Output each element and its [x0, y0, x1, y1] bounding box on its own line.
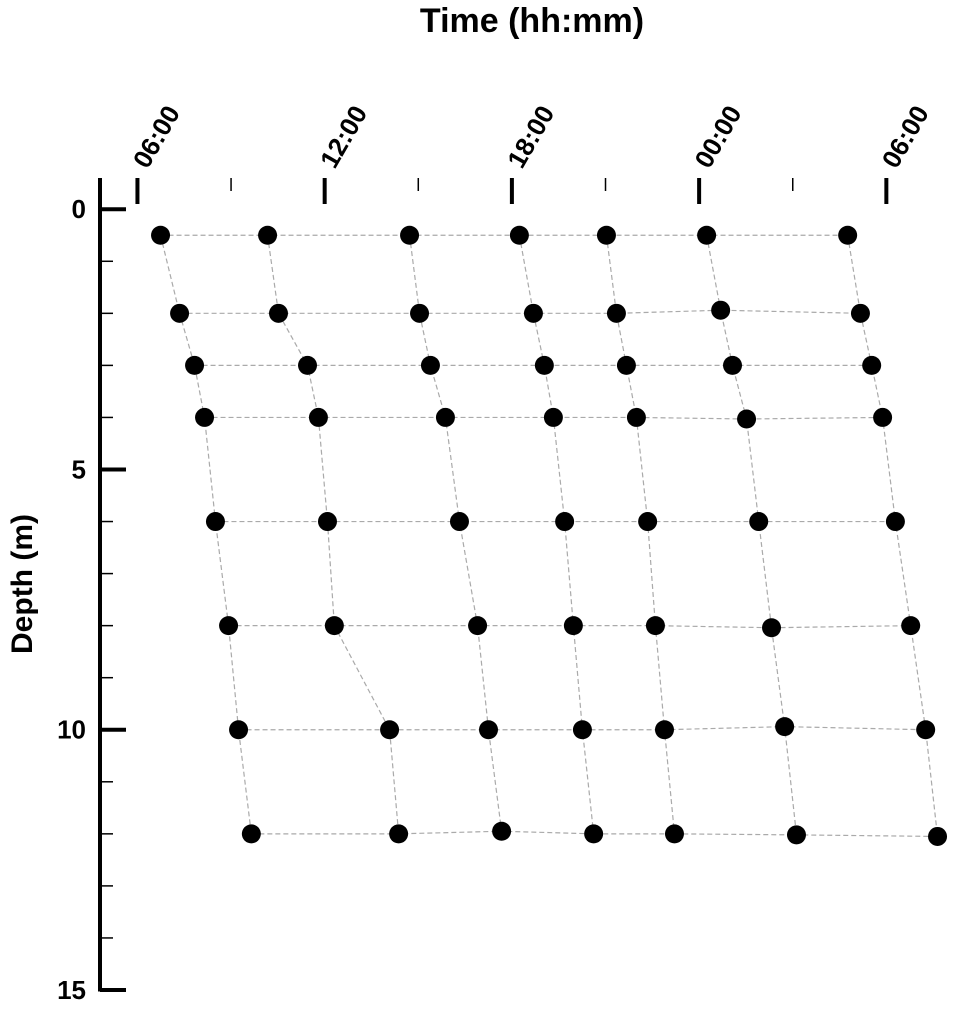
point [555, 512, 575, 532]
point [862, 355, 882, 375]
point [762, 618, 782, 638]
point [205, 512, 225, 532]
point [873, 407, 893, 427]
x-axis-label: Time (hh:mm) [420, 2, 644, 40]
point [749, 512, 769, 532]
point [268, 303, 288, 323]
profile-line [408, 235, 503, 832]
point [543, 407, 563, 427]
x-tick-label: 12:00 [314, 100, 373, 173]
point [258, 225, 278, 245]
point [534, 355, 554, 375]
profile-line [159, 235, 252, 834]
y-tick-label: 10 [57, 715, 86, 745]
point [324, 616, 344, 636]
point [563, 616, 583, 636]
row-line [204, 416, 883, 420]
profile-line [706, 235, 798, 835]
point [901, 616, 921, 636]
point [616, 355, 636, 375]
point [885, 512, 905, 532]
point [584, 824, 604, 844]
point [317, 512, 337, 532]
y-tick-label: 15 [57, 975, 86, 1005]
y-tick-label: 0 [72, 194, 86, 224]
point [606, 303, 626, 323]
point [711, 300, 731, 320]
x-tick-label: 06:00 [127, 100, 186, 173]
y-tick-label: 5 [72, 454, 86, 484]
point [645, 616, 665, 636]
profile-line [266, 235, 400, 834]
y-axis-label: Depth (m) [6, 514, 39, 654]
point [775, 717, 795, 737]
point [786, 825, 806, 845]
point [468, 616, 488, 636]
point [308, 407, 328, 427]
point [410, 303, 430, 323]
profile-line [847, 235, 939, 837]
point [572, 720, 592, 740]
point [523, 303, 543, 323]
x-tick-label: 18:00 [501, 100, 560, 173]
point [449, 512, 469, 532]
point [420, 355, 440, 375]
point [298, 355, 318, 375]
point [241, 824, 261, 844]
point [478, 720, 498, 740]
point [928, 826, 948, 846]
point [151, 225, 171, 245]
point [664, 824, 684, 844]
point [850, 303, 870, 323]
point [389, 824, 409, 844]
point [380, 720, 400, 740]
point [838, 225, 858, 245]
profile-line [518, 235, 595, 834]
point [400, 225, 420, 245]
x-tick-label: 00:00 [688, 100, 747, 173]
point [170, 303, 190, 323]
point [626, 407, 646, 427]
point [596, 225, 616, 245]
point [916, 720, 936, 740]
point [195, 407, 215, 427]
point [697, 225, 717, 245]
x-tick-label: 06:00 [876, 100, 935, 173]
point [509, 225, 529, 245]
point [638, 512, 658, 532]
point [435, 407, 455, 427]
profile-line [605, 235, 676, 834]
point [492, 821, 512, 841]
point [723, 355, 743, 375]
point [219, 616, 239, 636]
point [654, 720, 674, 740]
point [737, 409, 757, 429]
point [185, 355, 205, 375]
point [229, 720, 249, 740]
